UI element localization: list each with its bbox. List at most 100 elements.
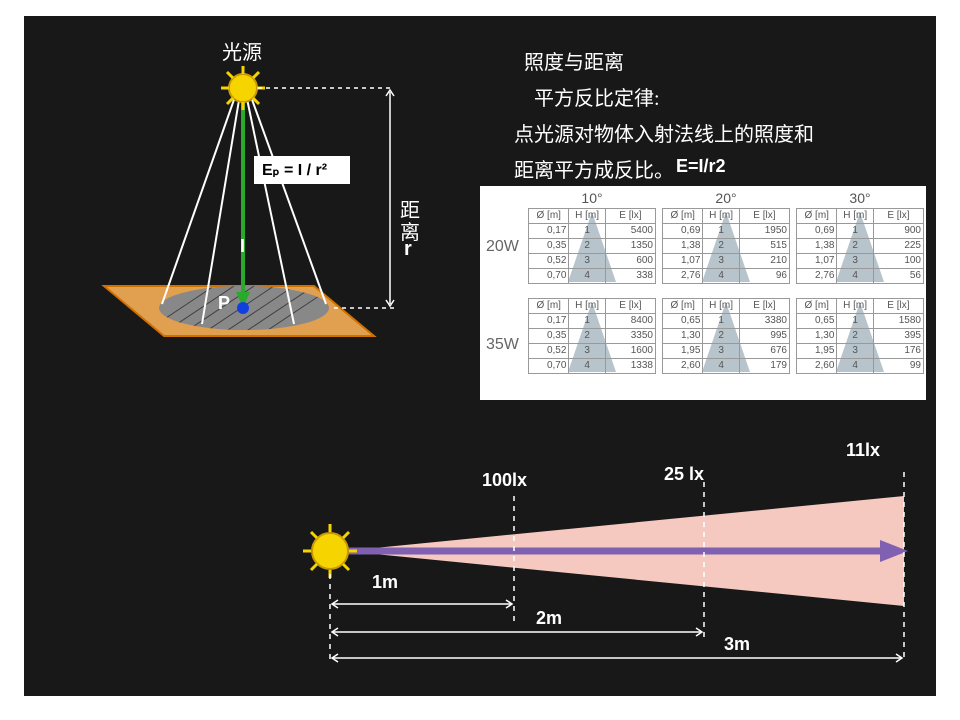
col-header: E [lx] bbox=[873, 209, 923, 224]
lux-1: 100lx bbox=[482, 470, 527, 491]
cell: 1 bbox=[837, 224, 873, 239]
col-header: E [lx] bbox=[605, 299, 655, 314]
cell: 1,30 bbox=[797, 329, 837, 344]
cell: 0,69 bbox=[797, 224, 837, 239]
cell: 1580 bbox=[873, 314, 923, 329]
cell: 1,38 bbox=[797, 239, 837, 254]
cell: 176 bbox=[873, 344, 923, 359]
cell: 1 bbox=[703, 224, 739, 239]
cell: 56 bbox=[873, 269, 923, 284]
mini-table: 20°Ø [m]H [m]E [lx]0,69119501,3825151,07… bbox=[662, 190, 790, 284]
cell: 4 bbox=[837, 359, 873, 374]
dist-2: 2m bbox=[536, 608, 562, 629]
col-header: Ø [m] bbox=[797, 209, 837, 224]
cell: 3380 bbox=[739, 314, 789, 329]
col-header: H [m] bbox=[569, 299, 605, 314]
cell: 2,76 bbox=[663, 269, 703, 284]
cell: 0,70 bbox=[529, 269, 569, 284]
cell: 100 bbox=[873, 254, 923, 269]
data-table: Ø [m]H [m]E [lx]0,65115801,3023951,95317… bbox=[796, 298, 924, 374]
cell: 1,95 bbox=[797, 344, 837, 359]
ray bbox=[162, 94, 236, 304]
lux-2: 25 lx bbox=[664, 464, 704, 485]
cell: 338 bbox=[605, 269, 655, 284]
cell: 1 bbox=[569, 314, 605, 329]
mini-table: Ø [m]H [m]E [lx]0,65133801,3029951,95367… bbox=[662, 298, 790, 374]
cell: 3 bbox=[703, 344, 739, 359]
cell: 2,76 bbox=[797, 269, 837, 284]
col-header: Ø [m] bbox=[663, 299, 703, 314]
row-label-35w: 35W bbox=[486, 336, 519, 354]
cell: 1950 bbox=[739, 224, 789, 239]
cell: 0,70 bbox=[529, 359, 569, 374]
cell: 2 bbox=[569, 329, 605, 344]
title-line2: 平方反比定律: bbox=[534, 82, 660, 111]
angle-header: 20° bbox=[662, 190, 790, 206]
cell: 210 bbox=[739, 254, 789, 269]
data-table: Ø [m]H [m]E [lx]0,6919001,3822251,073100… bbox=[796, 208, 924, 284]
cell: 4 bbox=[569, 359, 605, 374]
col-header: Ø [m] bbox=[797, 299, 837, 314]
cell: 0,69 bbox=[663, 224, 703, 239]
cell: 676 bbox=[739, 344, 789, 359]
title-line3: 点光源对物体入射法线上的照度和 bbox=[514, 118, 814, 147]
data-table: Ø [m]H [m]E [lx]0,65133801,3029951,95367… bbox=[662, 298, 790, 374]
col-header: H [m] bbox=[703, 299, 739, 314]
cell: 4 bbox=[703, 269, 739, 284]
cell: 2 bbox=[837, 239, 873, 254]
ray bbox=[250, 94, 326, 304]
dist-label-r: r bbox=[404, 238, 412, 261]
source-label: 光源 bbox=[222, 36, 262, 65]
cell: 1 bbox=[703, 314, 739, 329]
col-header: E [lx] bbox=[739, 209, 789, 224]
point-label: P bbox=[218, 293, 230, 314]
cell: 2 bbox=[703, 239, 739, 254]
cell: 1 bbox=[569, 224, 605, 239]
cell: 1,38 bbox=[663, 239, 703, 254]
cell: 1,95 bbox=[663, 344, 703, 359]
point-p bbox=[237, 302, 249, 314]
dist-1: 1m bbox=[372, 572, 398, 593]
cell: 2 bbox=[569, 239, 605, 254]
dist-3: 3m bbox=[724, 634, 750, 655]
intensity-label: I bbox=[240, 236, 245, 257]
distance-arrows bbox=[332, 600, 902, 662]
col-header: Ø [m] bbox=[529, 299, 569, 314]
sun-icon bbox=[303, 524, 357, 578]
slide-canvas: 光源 Eₚ = I / r² I P 距 离 r 照度与距离 平方反比定律: 点… bbox=[24, 16, 936, 696]
cell: 1600 bbox=[605, 344, 655, 359]
col-header: H [m] bbox=[837, 299, 873, 314]
cell: 395 bbox=[873, 329, 923, 344]
cell: 3 bbox=[569, 344, 605, 359]
data-table: Ø [m]H [m]E [lx]0,17184000,35233500,5231… bbox=[528, 298, 656, 374]
cell: 179 bbox=[739, 359, 789, 374]
cell: 8400 bbox=[605, 314, 655, 329]
cell: 0,52 bbox=[529, 344, 569, 359]
cell: 1 bbox=[837, 314, 873, 329]
angle-header: 10° bbox=[528, 190, 656, 206]
cell: 4 bbox=[703, 359, 739, 374]
bottom-diagram bbox=[284, 436, 924, 666]
cell: 3 bbox=[703, 254, 739, 269]
cell: 3350 bbox=[605, 329, 655, 344]
mini-table: Ø [m]H [m]E [lx]0,65115801,3023951,95317… bbox=[796, 298, 924, 374]
cell: 515 bbox=[739, 239, 789, 254]
angle-header: 30° bbox=[796, 190, 924, 206]
cell: 0,65 bbox=[663, 314, 703, 329]
cell: 900 bbox=[873, 224, 923, 239]
col-header: Ø [m] bbox=[529, 209, 569, 224]
cell: 96 bbox=[739, 269, 789, 284]
cell: 0,35 bbox=[529, 329, 569, 344]
col-header: E [lx] bbox=[873, 299, 923, 314]
mini-table: 30°Ø [m]H [m]E [lx]0,6919001,3822251,073… bbox=[796, 190, 924, 284]
cell: 3 bbox=[569, 254, 605, 269]
data-table: Ø [m]H [m]E [lx]0,17154000,35213500,5236… bbox=[528, 208, 656, 284]
lux-3: 11lx bbox=[846, 440, 880, 461]
col-header: E [lx] bbox=[739, 299, 789, 314]
cell: 0,52 bbox=[529, 254, 569, 269]
formula-inline: E=I/r2 bbox=[676, 156, 726, 177]
cell: 1,30 bbox=[663, 329, 703, 344]
cell: 1350 bbox=[605, 239, 655, 254]
row-label-20w: 20W bbox=[486, 238, 519, 256]
left-diagram bbox=[84, 46, 424, 346]
